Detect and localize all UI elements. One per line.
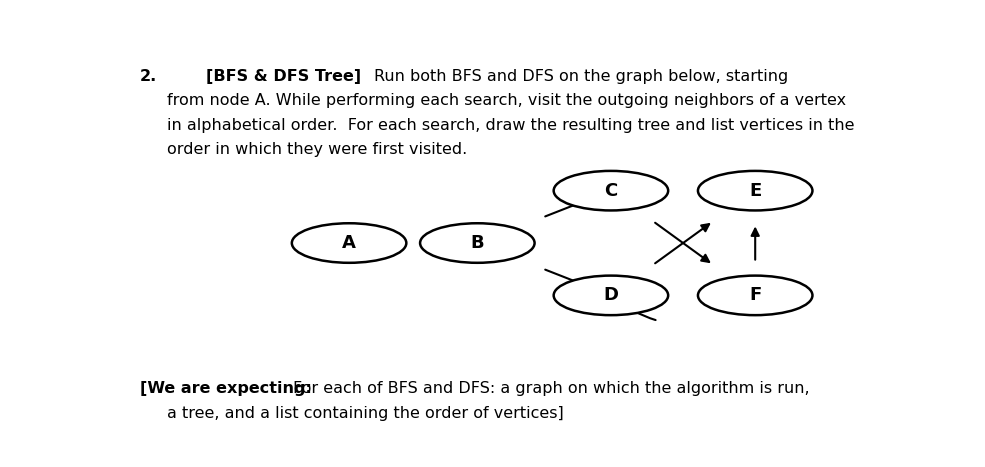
Text: Run both BFS and DFS on the graph below, starting: Run both BFS and DFS on the graph below,…	[373, 69, 788, 84]
Ellipse shape	[698, 171, 813, 211]
Ellipse shape	[554, 276, 668, 315]
Text: C: C	[604, 182, 618, 200]
Text: B: B	[471, 234, 485, 252]
Text: in alphabetical order.  For each search, draw the resulting tree and list vertic: in alphabetical order. For each search, …	[167, 118, 855, 133]
Text: from node A. While performing each search, visit the outgoing neighbors of a ver: from node A. While performing each searc…	[167, 93, 846, 108]
Text: D: D	[604, 286, 619, 304]
Ellipse shape	[420, 223, 535, 263]
Text: [We are expecting:: [We are expecting:	[140, 382, 312, 396]
Ellipse shape	[554, 171, 668, 211]
Text: [BFS & DFS Tree]: [BFS & DFS Tree]	[206, 69, 361, 84]
Text: A: A	[342, 234, 356, 252]
Text: 2.: 2.	[140, 69, 158, 84]
Text: F: F	[749, 286, 761, 304]
Ellipse shape	[292, 223, 407, 263]
Text: For each of BFS and DFS: a graph on which the algorithm is run,: For each of BFS and DFS: a graph on whic…	[293, 382, 810, 396]
Ellipse shape	[698, 276, 813, 315]
Text: a tree, and a list containing the order of vertices]: a tree, and a list containing the order …	[167, 406, 564, 421]
Text: E: E	[749, 182, 761, 200]
Text: order in which they were first visited.: order in which they were first visited.	[167, 142, 468, 157]
